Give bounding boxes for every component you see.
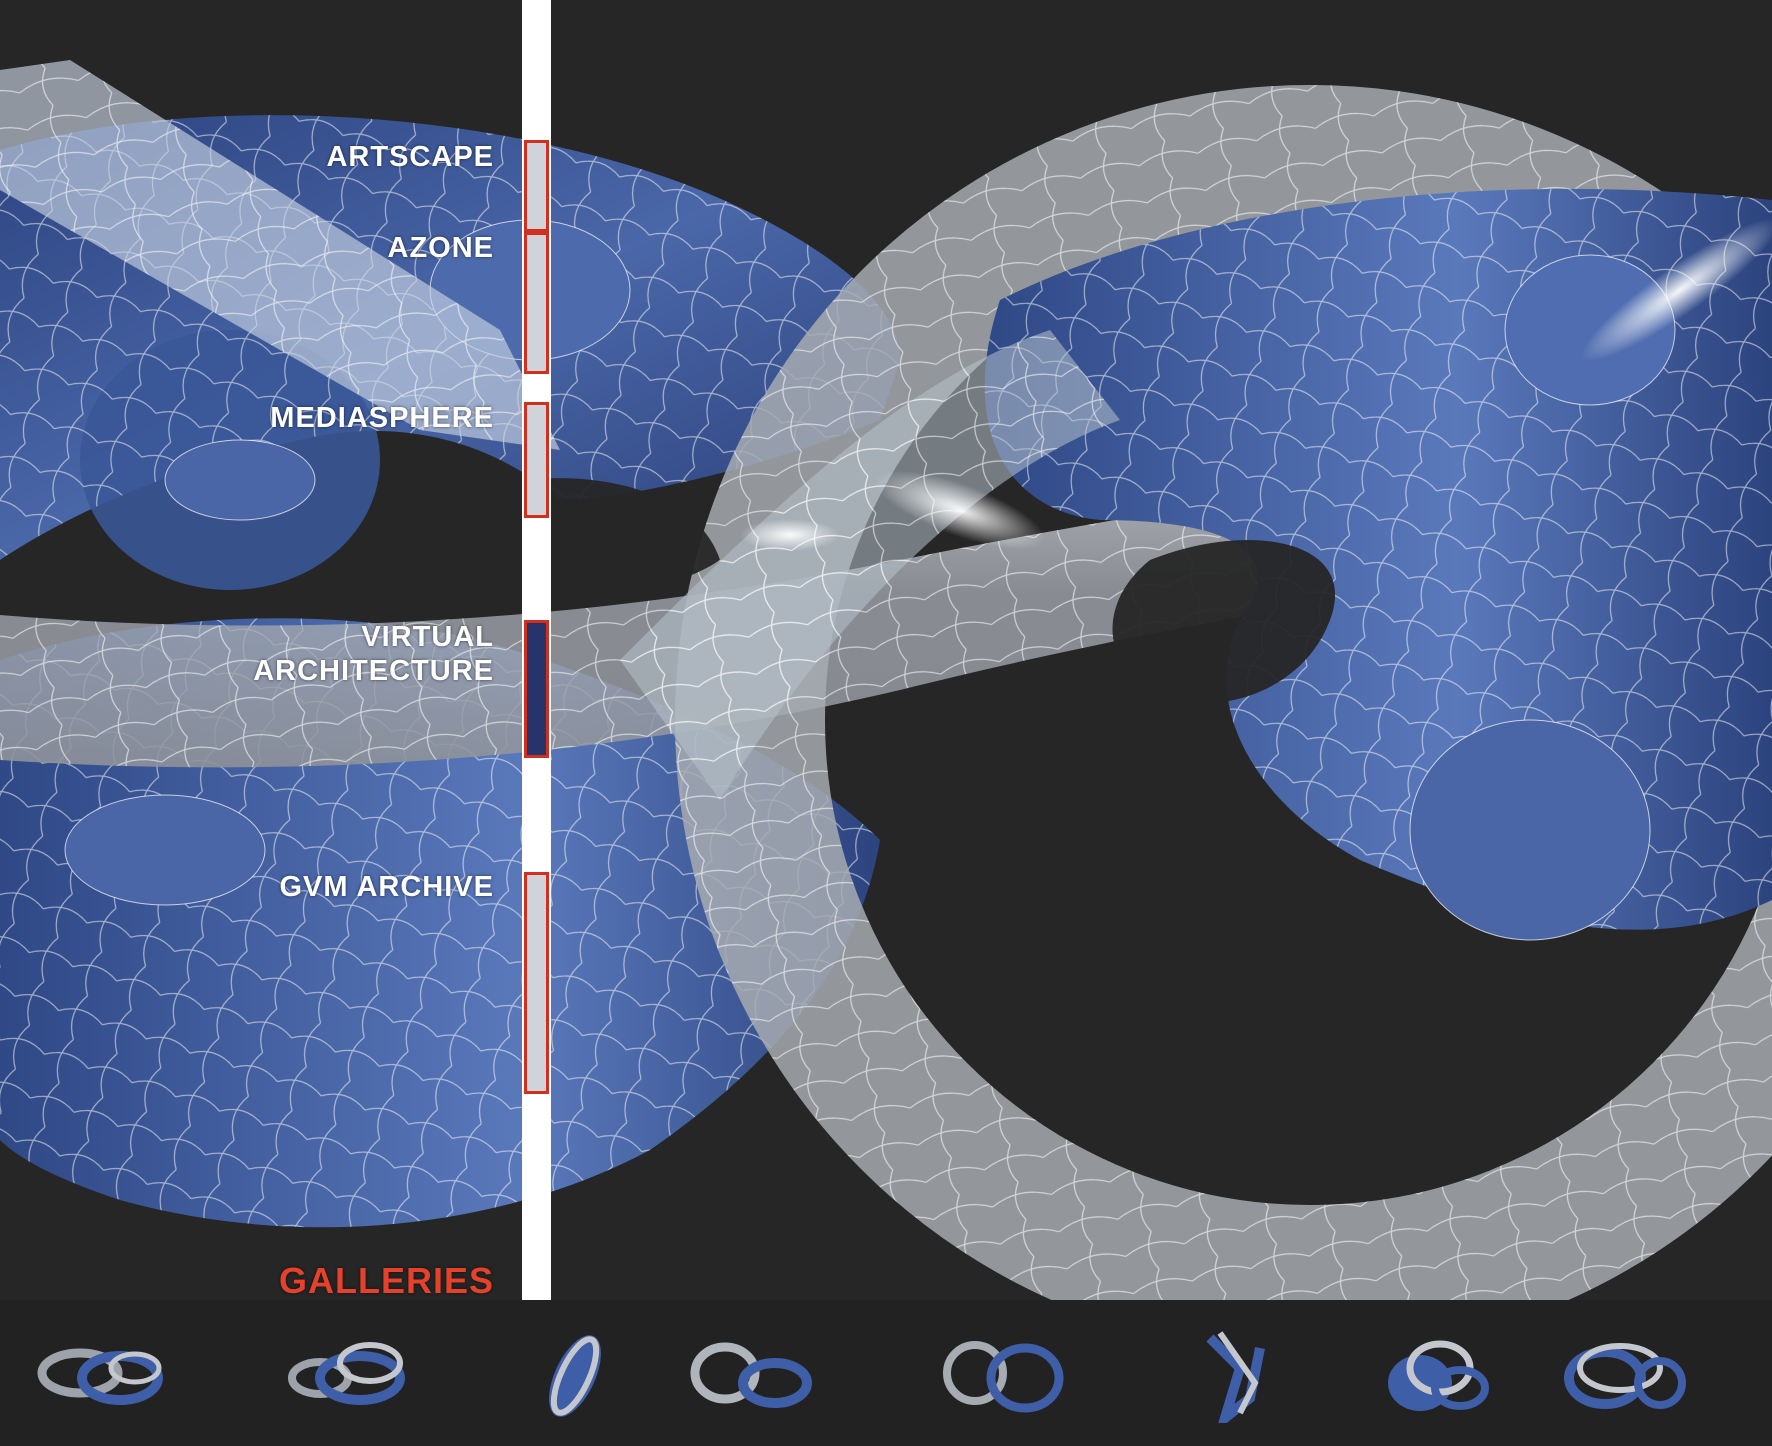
wireframe-torus-sculpture: [0, 60, 1772, 1300]
artscape-segment[interactable]: [524, 140, 549, 232]
hero-artwork: [0, 60, 1772, 1300]
virtual-architecture-segment[interactable]: [524, 620, 549, 758]
torus-pair-thumbnail-4[interactable]: [685, 1328, 815, 1423]
menu-item-architecture[interactable]: ARCHITECTURE: [253, 655, 494, 687]
menu-item-azone[interactable]: AZONE: [387, 232, 494, 264]
torus-pair-thumbnail-5[interactable]: [935, 1328, 1065, 1423]
menu-item-virtual[interactable]: VIRTUAL: [361, 621, 494, 653]
mediasphere-segment[interactable]: [524, 402, 549, 518]
menu-item-gvm-archive[interactable]: GVM ARCHIVE: [279, 871, 494, 903]
menu-item-artscape[interactable]: ARTSCAPE: [326, 141, 494, 173]
menu-item-mediasphere[interactable]: MEDIASPHERE: [270, 402, 494, 434]
twisted-form-thumbnail-3[interactable]: [510, 1328, 640, 1423]
azone-segment[interactable]: [524, 232, 549, 374]
torus-pair-thumbnail-8[interactable]: [1560, 1328, 1690, 1423]
thumbnail-strip: [0, 1300, 1772, 1446]
galleries-title: GALLERIES: [278, 1260, 494, 1301]
gvm-archive-segment[interactable]: [524, 872, 549, 1094]
twisted-form-thumbnail-6[interactable]: [1170, 1328, 1300, 1423]
torus-pair-thumbnail-2[interactable]: [280, 1328, 410, 1423]
torus-pair-thumbnail-1[interactable]: [35, 1328, 165, 1423]
torus-cluster-thumbnail-7[interactable]: [1370, 1328, 1500, 1423]
